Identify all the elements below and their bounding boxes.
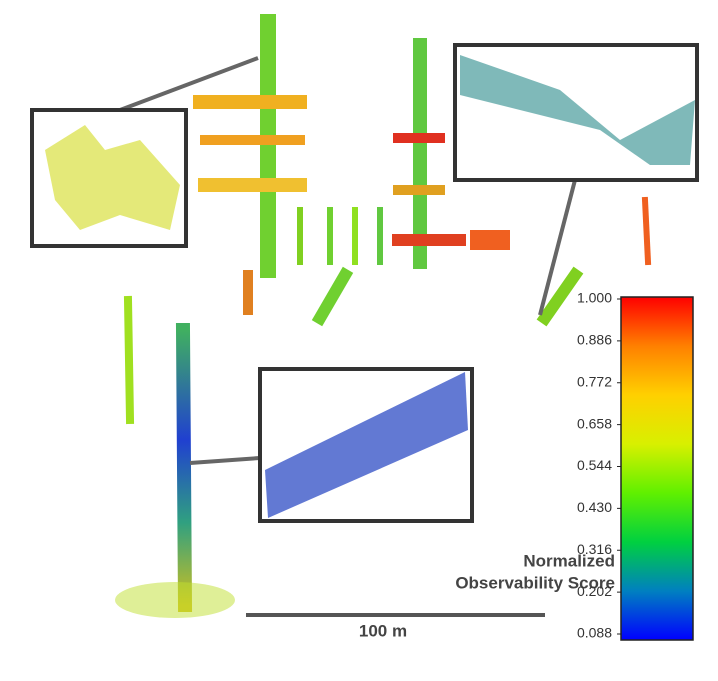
- tick-label: 0.088: [577, 625, 612, 641]
- tick-label: 0.772: [577, 373, 612, 389]
- scale-bar-label: 100 m: [359, 621, 407, 640]
- tick-label: 1.000: [577, 290, 612, 306]
- colorbar: [620, 296, 694, 641]
- tick-label: 0.430: [577, 499, 612, 515]
- colorbar-title: Normalized: [523, 551, 615, 570]
- tick-label: 0.658: [577, 415, 612, 431]
- insets: [30, 43, 699, 523]
- tick-label: 0.544: [577, 457, 612, 473]
- tick-label: 0.316: [577, 541, 612, 557]
- point-cloud: [22, 14, 685, 618]
- tick-label: 0.202: [577, 583, 612, 599]
- tick-label: 0.886: [577, 332, 612, 348]
- colorbar-title: Observability Score: [455, 573, 615, 592]
